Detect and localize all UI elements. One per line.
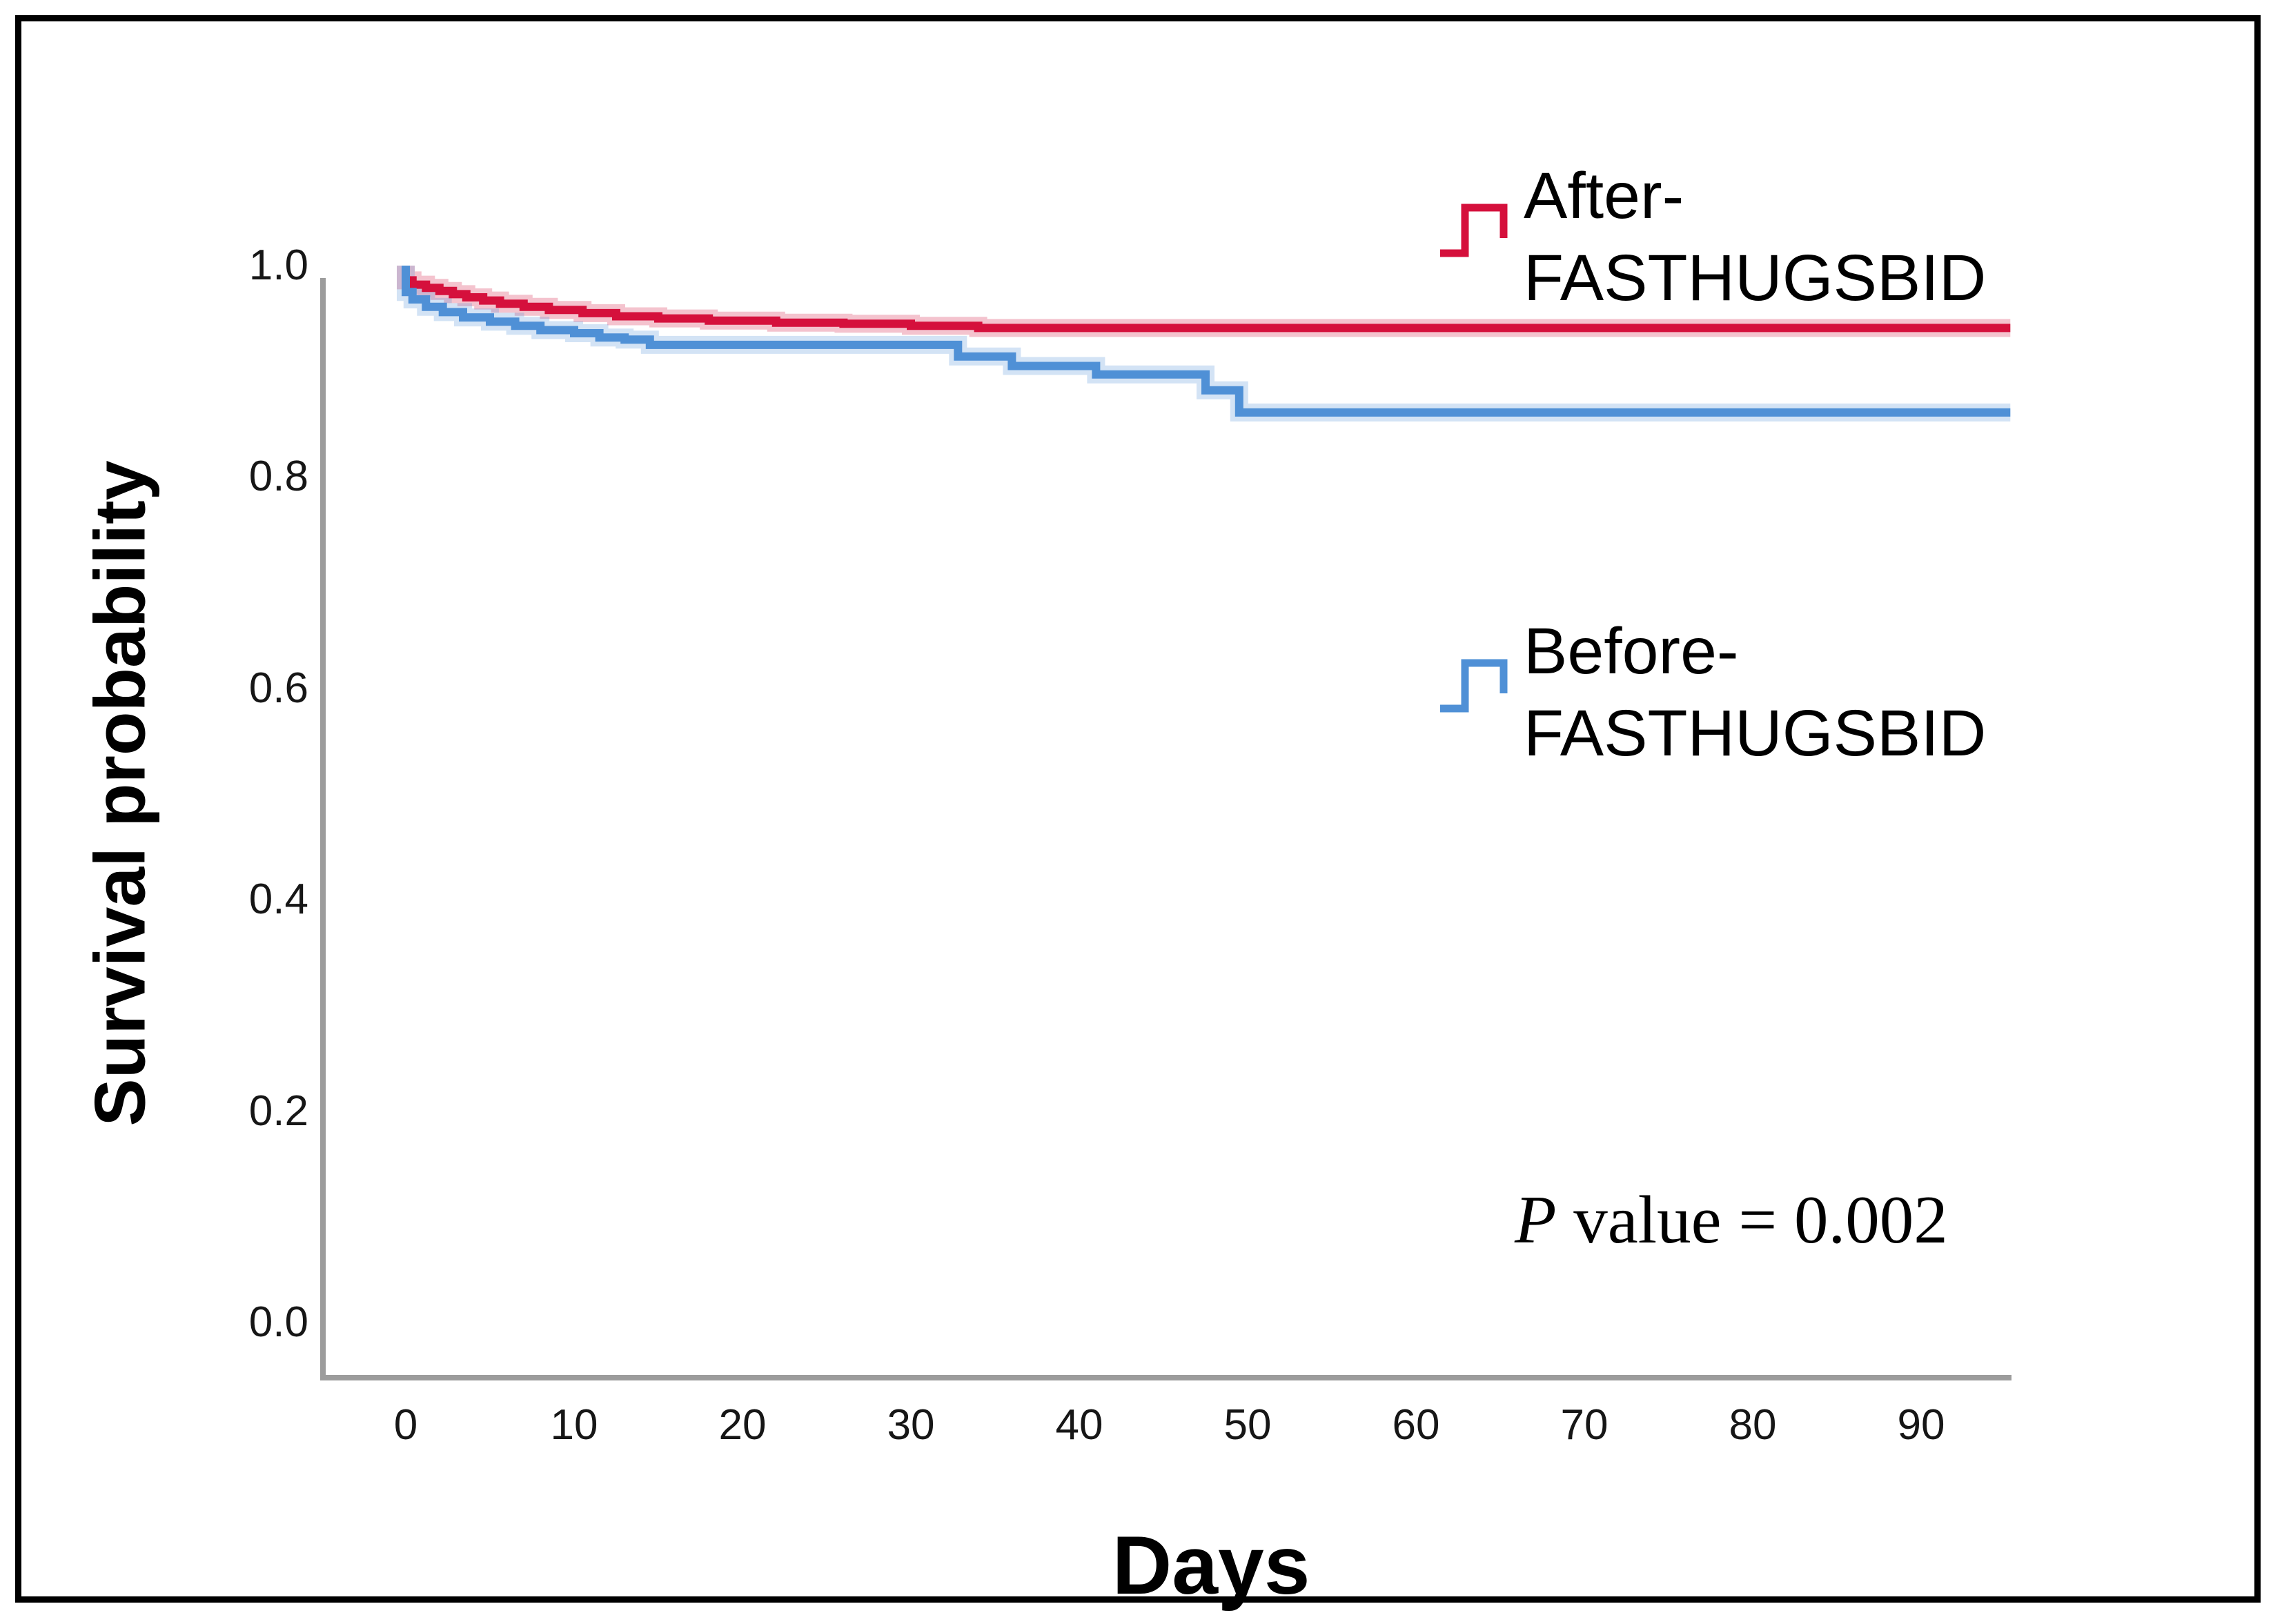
y-tick-label: 0.0 bbox=[248, 1298, 308, 1346]
legend-after-label-line1: After- bbox=[1524, 159, 1684, 232]
before-fasthugsbid-curve bbox=[402, 266, 2011, 417]
x-tick-label: 20 bbox=[718, 1401, 767, 1449]
x-tick-label: 90 bbox=[1897, 1401, 1945, 1449]
x-tick-label: 0 bbox=[393, 1401, 418, 1449]
y-tick-label: 1.0 bbox=[248, 241, 308, 289]
x-axis-title: Days bbox=[1112, 1519, 1310, 1612]
x-tick-label: 60 bbox=[1392, 1401, 1440, 1449]
y-tick-label: 0.8 bbox=[248, 453, 308, 501]
legend-before-fasthugsbid: Before- FASTHUGSBID bbox=[1524, 611, 1986, 775]
before-legend-step-icon bbox=[1440, 659, 1508, 713]
p-value-text: value = 0.002 bbox=[1556, 1182, 1948, 1258]
after-legend-step-icon bbox=[1440, 204, 1508, 257]
x-tick-label: 70 bbox=[1560, 1401, 1609, 1449]
x-tick-label: 30 bbox=[887, 1401, 935, 1449]
x-tick-label: 10 bbox=[550, 1401, 598, 1449]
x-tick-label: 50 bbox=[1223, 1401, 1272, 1449]
legend-after-fasthugsbid: After- FASTHUGSBID bbox=[1524, 155, 1986, 319]
y-tick-label: 0.4 bbox=[248, 875, 308, 924]
legend-after-label-line2: FASTHUGSBID bbox=[1524, 241, 1987, 315]
after-fasthugsbid-curve bbox=[402, 266, 2011, 333]
x-tick-label: 40 bbox=[1055, 1401, 1103, 1449]
y-tick-label: 0.6 bbox=[248, 664, 308, 712]
x-tick-label: 80 bbox=[1729, 1401, 1777, 1449]
legend-before-label-line1: Before- bbox=[1524, 615, 1739, 688]
y-axis-title: Survival probability bbox=[80, 460, 161, 1127]
figure-border bbox=[15, 15, 2261, 1603]
p-value-annotation: P value = 0.002 bbox=[1515, 1181, 1948, 1259]
legend-before-label-line2: FASTHUGSBID bbox=[1524, 697, 1987, 770]
y-tick-label: 0.2 bbox=[248, 1087, 308, 1135]
p-symbol: P bbox=[1515, 1182, 1557, 1258]
